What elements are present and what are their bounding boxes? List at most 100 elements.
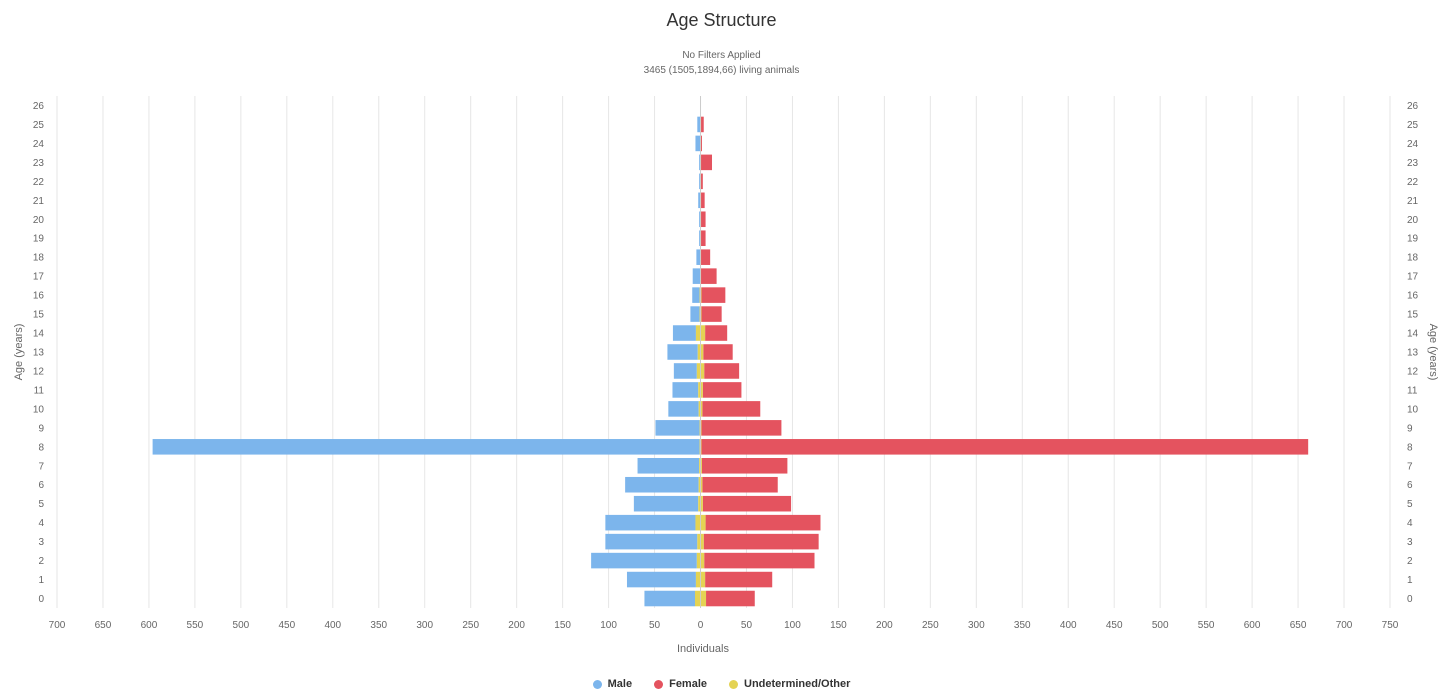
x-tick-label: 300 [416, 620, 433, 631]
bar-male [699, 211, 701, 228]
y-axis-title-left: Age (years) [13, 324, 25, 381]
bar-female [705, 325, 728, 341]
y-tick-label-left: 3 [38, 537, 44, 548]
bar-male [625, 476, 699, 493]
x-tick-label: 150 [830, 620, 847, 631]
bar-male [633, 495, 699, 512]
y-tick-label-right: 21 [1407, 196, 1419, 207]
bar-female [700, 249, 711, 265]
bar-male [699, 154, 701, 171]
chart-subtitle: No Filters Applied 3465 (1505,1894,66) l… [0, 48, 1443, 78]
legend-item-female[interactable]: Female [654, 678, 707, 690]
y-tick-label-left: 6 [38, 480, 44, 491]
y-tick-label-right: 11 [1407, 385, 1418, 396]
y-tick-label-right: 14 [1407, 329, 1419, 340]
bar-male [152, 439, 700, 455]
y-tick-label-right: 26 [1407, 101, 1419, 112]
y-tick-label-left: 5 [38, 499, 44, 510]
x-tick-label: 100 [600, 620, 617, 631]
x-tick-label: 450 [1106, 620, 1123, 631]
y-tick-label-right: 5 [1407, 499, 1413, 510]
y-tick-label-right: 16 [1407, 291, 1419, 302]
y-tick-label-left: 24 [33, 139, 45, 150]
y-tick-label-right: 9 [1407, 423, 1413, 434]
bar-male [699, 230, 701, 246]
y-tick-label-left: 0 [38, 594, 44, 605]
x-tick-label: 300 [968, 620, 985, 631]
y-tick-label-left: 11 [34, 385, 45, 396]
y-tick-label-left: 16 [33, 291, 45, 302]
bar-male [696, 249, 701, 265]
bar-female [706, 590, 755, 607]
legend-label-undetermined: Undetermined/Other [744, 678, 851, 690]
y-tick-label-right: 1 [1407, 575, 1413, 586]
bar-female [700, 173, 703, 190]
x-tick-label: 500 [1152, 620, 1169, 631]
x-tick-label: 700 [49, 620, 66, 631]
x-tick-label: 100 [784, 620, 801, 631]
bar-male [692, 287, 700, 303]
y-tick-label-left: 12 [33, 366, 45, 377]
bar-female [703, 533, 819, 550]
y-tick-label-right: 20 [1407, 215, 1419, 226]
y-tick-label-right: 2 [1407, 556, 1413, 567]
bar-female [703, 344, 733, 360]
y-tick-label-left: 4 [38, 518, 44, 529]
bar-male [655, 420, 700, 436]
y-tick-label-right: 8 [1407, 442, 1413, 453]
x-tick-label: 400 [1060, 620, 1077, 631]
bar-female [700, 154, 713, 171]
bar-female [701, 306, 722, 322]
x-tick-label: 400 [324, 620, 341, 631]
x-axis-title: Individuals [677, 643, 729, 655]
y-tick-label-right: 18 [1407, 253, 1419, 264]
bar-male [692, 268, 701, 284]
y-tick-label-left: 1 [38, 575, 44, 586]
legend-marker-male [592, 679, 602, 689]
x-tick-label: 500 [233, 620, 250, 631]
y-tick-label-right: 12 [1407, 366, 1419, 377]
legend-label-female: Female [669, 678, 708, 690]
bar-female [704, 552, 815, 569]
x-tick-label: 700 [1336, 620, 1353, 631]
y-tick-label-left: 23 [33, 158, 45, 169]
legend-item-undetermined[interactable]: Undetermined/Other [729, 678, 850, 690]
y-tick-label-right: 24 [1407, 139, 1419, 150]
y-tick-label-right: 4 [1407, 518, 1413, 529]
y-tick-label-right: 3 [1407, 537, 1413, 548]
subtitle-count: 3465 (1505,1894,66) living animals [643, 65, 800, 76]
legend-marker-female [654, 679, 664, 689]
bar-female [701, 420, 782, 436]
y-tick-label-right: 15 [1407, 310, 1419, 321]
x-tick-label: 600 [141, 620, 158, 631]
legend-item-male[interactable]: Male [592, 678, 633, 690]
y-tick-label-left: 13 [33, 348, 45, 359]
bar-female [700, 268, 717, 284]
y-tick-label-right: 13 [1407, 348, 1419, 359]
y-tick-label-right: 17 [1407, 272, 1419, 283]
x-tick-label: 50 [741, 620, 753, 631]
bar-female [700, 230, 706, 246]
y-tick-label-left: 10 [33, 404, 45, 415]
bar-female [702, 495, 792, 512]
bar-male [699, 173, 701, 190]
x-tick-label: 450 [278, 620, 295, 631]
bar-male [605, 514, 696, 531]
bar-female [700, 116, 704, 133]
chart-legend: Male Female Undetermined/Other [0, 678, 1443, 690]
bar-male [626, 571, 696, 588]
y-tick-label-left: 7 [38, 461, 44, 472]
y-tick-label-left: 20 [33, 215, 45, 226]
y-tick-label-left: 14 [33, 329, 45, 340]
y-tick-label-right: 25 [1407, 120, 1419, 131]
x-tick-label: 750 [1382, 620, 1399, 631]
y-tick-label-right: 22 [1407, 177, 1419, 188]
bar-male [668, 401, 699, 417]
y-tick-label-left: 8 [38, 442, 44, 453]
y-tick-label-left: 25 [33, 120, 45, 131]
subtitle-filters: No Filters Applied [682, 50, 761, 61]
x-tick-label: 150 [554, 620, 571, 631]
y-tick-label-left: 9 [38, 423, 44, 434]
bar-male [690, 306, 700, 322]
legend-label-male: Male [607, 678, 633, 690]
